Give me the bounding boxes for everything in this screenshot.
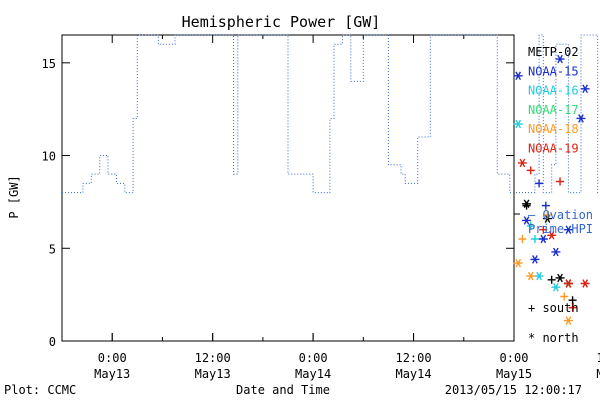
legend-ovation-line1: – Ovation <box>528 208 593 222</box>
plot-frame <box>61 34 515 342</box>
x-tick-label-date: May14 <box>295 367 331 381</box>
legend-ovation-line2: Prime HPI <box>528 222 593 236</box>
north-point-marker <box>513 71 523 81</box>
north-point-marker <box>555 273 565 283</box>
north-point-marker <box>580 279 590 288</box>
legend-entry: NOAA-18 <box>528 122 579 136</box>
y-tick-label: 5 <box>49 242 56 256</box>
north-point-marker <box>522 216 532 225</box>
north-point-marker <box>580 84 590 94</box>
south-point-marker <box>518 235 527 243</box>
x-tick-label-time: 12:00 <box>195 351 231 365</box>
north-point-marker <box>563 279 573 288</box>
north-point-marker <box>551 282 561 292</box>
x-tick-label-time: 0:00 <box>500 351 529 365</box>
north-point-marker <box>522 199 532 209</box>
y-axis-label: P [GW] <box>7 175 21 218</box>
x-tick-label-time: 12:00 <box>395 351 431 365</box>
north-point-marker <box>530 255 540 264</box>
south-point-marker <box>547 275 556 284</box>
y-tick-label: 0 <box>49 335 56 349</box>
south-point-marker <box>568 296 577 305</box>
x-axis-label: Date and Time <box>236 383 330 397</box>
north-point-marker <box>526 271 536 281</box>
north-point-marker <box>551 247 561 257</box>
south-point-marker <box>543 210 552 219</box>
x-tick-label-time: 0:00 <box>299 351 328 365</box>
north-point-marker <box>534 271 544 281</box>
south-point-marker <box>530 235 539 243</box>
x-tick-label-date: May13 <box>94 367 130 381</box>
south-point-marker <box>526 222 535 231</box>
x-tick-label-date: May14 <box>395 367 431 381</box>
north-point-marker <box>513 119 523 129</box>
legend-north-symbol: * north <box>528 331 579 345</box>
ovation-hpi-line <box>62 34 600 194</box>
south-point-marker <box>568 303 577 312</box>
north-point-marker <box>547 231 557 240</box>
legend-entry: NOAA-16 <box>528 84 579 98</box>
south-point-marker <box>535 179 544 188</box>
legend-entry: NOAA-17 <box>528 103 579 117</box>
footer-credit: Plot: CCMC <box>4 383 76 397</box>
x-tick-label-date: May15 <box>596 367 600 381</box>
legend-entry: NOAA-19 <box>528 142 579 156</box>
south-point-marker <box>526 166 535 175</box>
south-point-marker <box>541 201 550 210</box>
x-tick-label-time: 0:00 <box>98 351 127 365</box>
x-tick-label-date: May13 <box>195 367 231 381</box>
south-point-marker <box>539 225 548 234</box>
north-point-marker <box>513 258 523 268</box>
chart-title: Hemispheric Power [GW] <box>182 13 381 31</box>
north-point-marker <box>538 234 548 244</box>
south-point-marker <box>556 177 565 186</box>
x-tick-label-date: May15 <box>496 367 532 381</box>
north-point-marker <box>576 114 586 123</box>
x-tick-label-time: 12:00 <box>596 351 600 365</box>
legend-entry: NOAA-15 <box>528 64 579 78</box>
north-point-marker <box>563 225 573 234</box>
north-point-marker <box>563 316 573 325</box>
y-tick-label: 15 <box>42 57 56 71</box>
legend-south-symbol: + south <box>528 301 579 315</box>
y-tick-label: 10 <box>42 150 56 164</box>
north-point-marker <box>517 158 527 168</box>
legend-entry: METP-02 <box>528 45 579 59</box>
north-point-marker <box>555 54 565 64</box>
footer-timestamp: 2013/05/15 12:00:17 <box>445 383 582 397</box>
south-point-marker <box>560 292 569 301</box>
